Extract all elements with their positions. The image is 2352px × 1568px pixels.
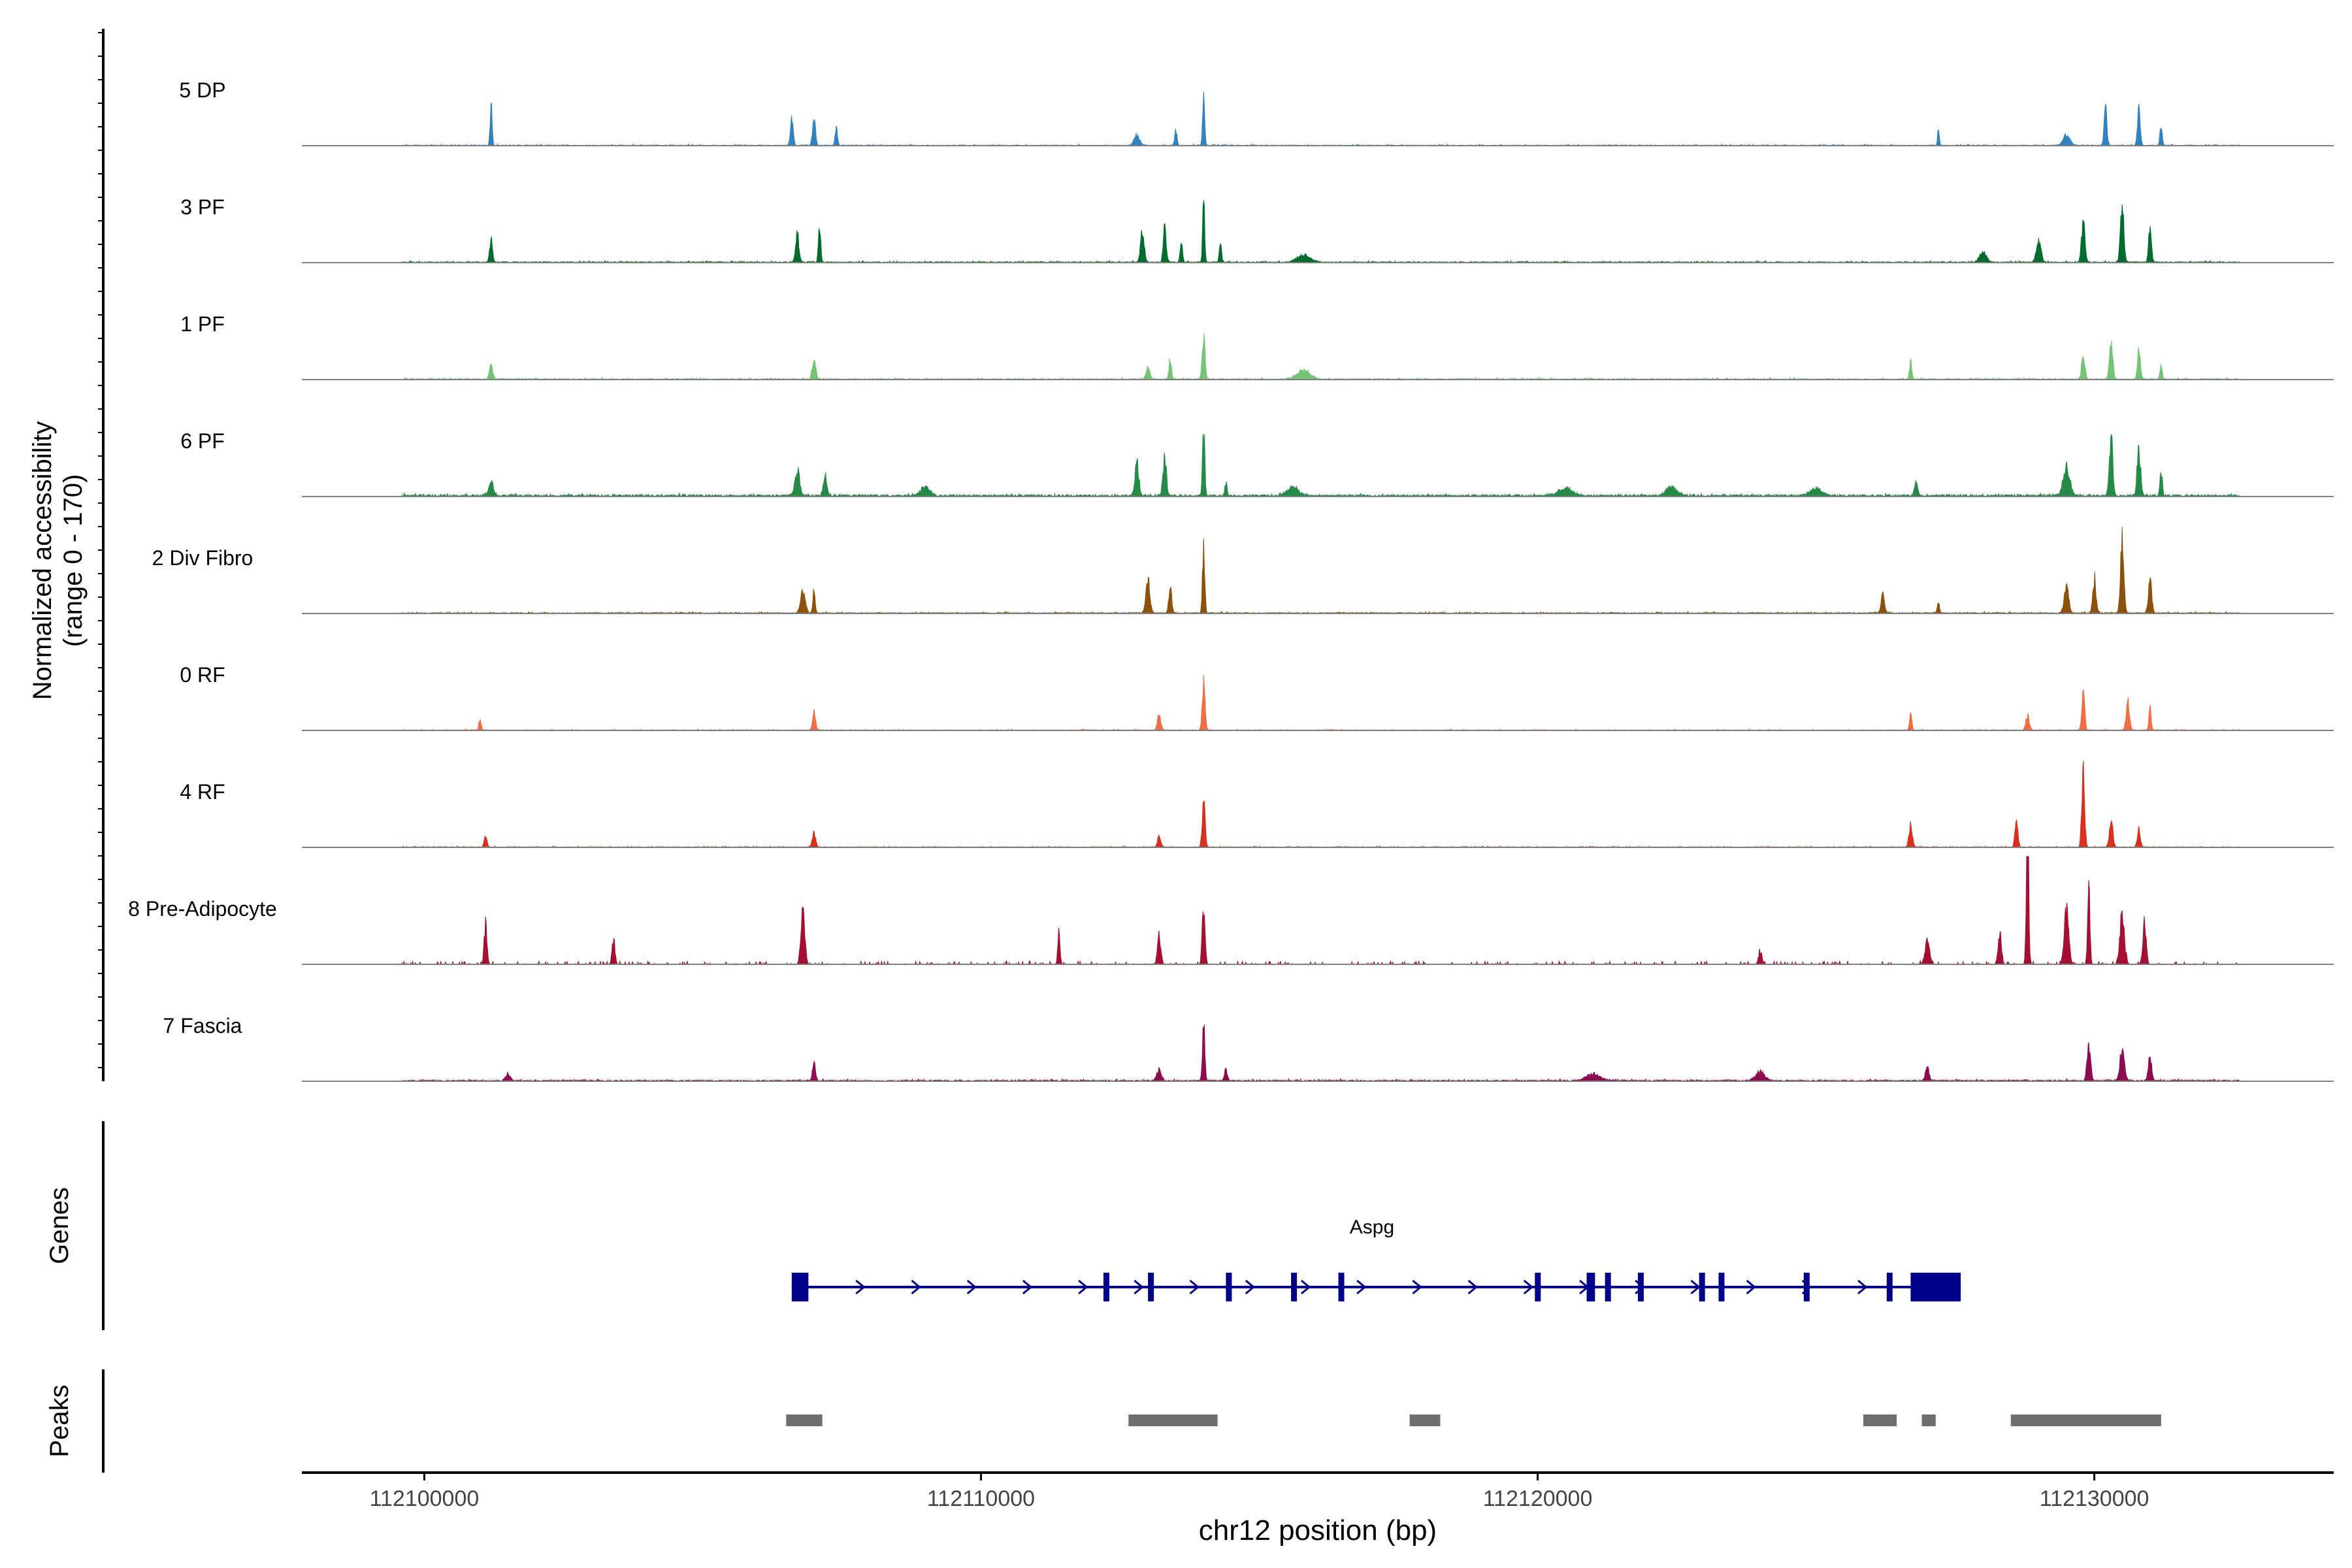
track-7-fascia: 7 Fascia: [163, 1014, 2334, 1083]
exon: [1699, 1273, 1705, 1301]
track-1-pf: 1 PF: [180, 312, 2334, 381]
exon: [1803, 1273, 1810, 1301]
x-tick-label: 112100000: [370, 1486, 480, 1511]
strand-arrow: [1412, 1279, 1422, 1295]
exon: [1338, 1273, 1345, 1301]
peak-region: [2010, 1414, 2161, 1426]
coverage-area: [401, 856, 2240, 966]
strand-arrow: [1746, 1279, 1756, 1295]
strand-arrow: [1022, 1279, 1033, 1295]
x-axis-ticks: 112100000 112110000 112120000 112130000: [370, 1473, 2149, 1511]
strand-arrow: [1189, 1279, 1200, 1295]
coverage-area: [401, 91, 2240, 146]
exon: [1226, 1273, 1232, 1301]
track-6-pf: 6 PF: [180, 429, 2334, 498]
peak-region: [1863, 1414, 1897, 1426]
gene-annotation: [791, 1273, 1961, 1301]
track-5-dp: 5 DP: [179, 78, 2334, 146]
strand-arrow: [1523, 1279, 1534, 1295]
x-axis-label: chr12 position (bp): [1199, 1514, 1437, 1546]
track-label: 4 RF: [180, 780, 225, 804]
track-4-rf: 4 RF: [180, 760, 2334, 848]
track-label: 6 PF: [180, 429, 225, 453]
coverage-area: [401, 527, 2240, 615]
strand-arrow: [1245, 1279, 1256, 1295]
coverage-y-axis-ticks: [98, 32, 103, 1068]
exon: [1637, 1273, 1644, 1301]
strand-arrow: [1857, 1279, 1868, 1295]
y-axis-label-line1: Normalized accessibility: [28, 421, 57, 700]
strand-arrow: [1300, 1279, 1311, 1295]
x-tick-label: 112130000: [2040, 1486, 2149, 1511]
track-label: 1 PF: [180, 312, 225, 336]
coverage-area: [401, 434, 2240, 498]
coverage-area: [401, 675, 2240, 731]
coverage-area: [401, 333, 2240, 381]
track-0-rf: 0 RF: [180, 663, 2334, 731]
track-2-div-fibro: 2 Div Fibro: [152, 527, 2334, 615]
exon: [1103, 1273, 1109, 1301]
coverage-tracks: 5 DP 3 PF 1 PF 6 PF 2 Div Fibro 0 RF 4 RF 8 Pre…: [128, 78, 2334, 1083]
exon: [1291, 1273, 1298, 1301]
peak-region: [786, 1414, 823, 1426]
coverage-area: [401, 1024, 2240, 1083]
x-tick-label: 112120000: [1483, 1486, 1593, 1511]
strand-arrow: [911, 1279, 921, 1295]
track-label: 7 Fascia: [163, 1014, 242, 1037]
strand-arrow: [1356, 1279, 1367, 1295]
strand-arrow: [1690, 1279, 1701, 1295]
peak-regions: [786, 1414, 2161, 1426]
strand-arrow: [1134, 1279, 1144, 1295]
coverage-area: [401, 200, 2240, 263]
coverage-area: [401, 760, 2240, 848]
exon: [1718, 1273, 1725, 1301]
strand-arrow: [1078, 1279, 1088, 1295]
y-axis-label-line2: (range 0 - 170): [59, 474, 88, 647]
x-tick-label: 112110000: [927, 1486, 1035, 1511]
peak-region: [1409, 1414, 1441, 1426]
genes-panel-label: Genes: [45, 1187, 74, 1264]
track-8-pre-adipocyte: 8 Pre-Adipocyte: [128, 856, 2334, 966]
track-label: 8 Pre-Adipocyte: [128, 897, 277, 921]
exon: [1535, 1273, 1541, 1301]
exon: [791, 1273, 809, 1301]
track-3-pf: 3 PF: [180, 195, 2334, 263]
peak-region: [1921, 1414, 1936, 1426]
exon: [1886, 1273, 1893, 1301]
track-label: 2 Div Fibro: [152, 546, 253, 570]
peak-region: [1128, 1414, 1218, 1426]
strand-arrow: [855, 1279, 866, 1295]
track-label: 0 RF: [180, 663, 225, 687]
track-label: 3 PF: [180, 195, 225, 219]
strand-arrow: [1467, 1279, 1478, 1295]
gene-name-label: Aspg: [1350, 1217, 1394, 1238]
track-label: 5 DP: [179, 78, 225, 102]
exon: [1148, 1273, 1154, 1301]
peaks-panel-label: Peaks: [45, 1384, 74, 1457]
exon: [1586, 1273, 1595, 1301]
exon: [1605, 1273, 1611, 1301]
strand-arrow: [966, 1279, 977, 1295]
exon: [1910, 1273, 1961, 1301]
